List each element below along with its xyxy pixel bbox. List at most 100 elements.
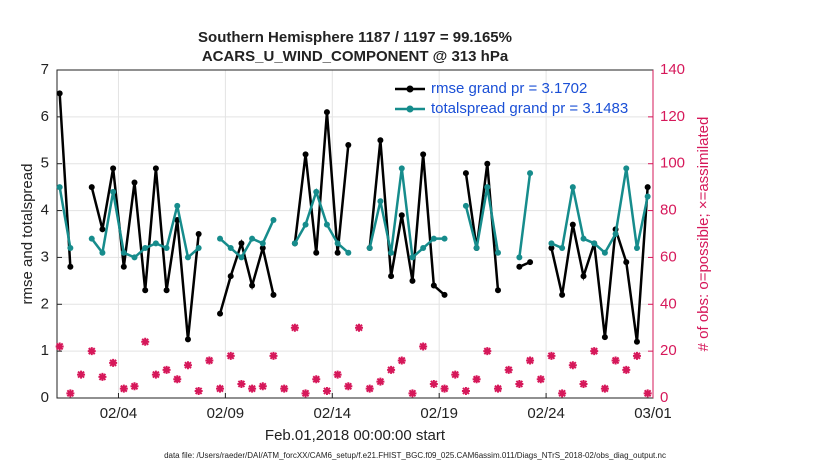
series-marker — [56, 90, 63, 97]
series-marker — [345, 141, 352, 148]
series-marker — [174, 202, 181, 209]
series-marker — [388, 273, 395, 280]
obs-marker — [622, 365, 631, 374]
y2-tick-label: 20 — [660, 342, 677, 359]
obs-marker — [419, 342, 428, 351]
series-marker — [249, 282, 256, 289]
series-marker — [569, 221, 576, 228]
obs-marker — [141, 337, 150, 346]
obs-marker — [600, 384, 609, 393]
series-marker — [484, 160, 491, 167]
y-tick-label: 1 — [41, 342, 49, 359]
series-marker — [249, 235, 256, 242]
y2-tick-label: 40 — [660, 295, 677, 312]
obs-marker — [493, 384, 502, 393]
y2-tick-label: 140 — [660, 61, 685, 78]
obs-marker — [526, 356, 535, 365]
series-marker — [527, 259, 534, 266]
obs-marker — [237, 379, 246, 388]
series-marker — [612, 231, 619, 237]
obs-marker — [87, 347, 96, 356]
legend-marker — [406, 105, 414, 113]
series-marker — [377, 198, 384, 205]
series-marker — [601, 334, 608, 341]
series-marker — [259, 240, 266, 247]
series-marker — [323, 109, 330, 116]
obs-marker — [408, 389, 417, 398]
y2-tick-label: 80 — [660, 202, 677, 219]
obs-marker — [376, 377, 385, 386]
y-tick-label: 0 — [41, 389, 49, 406]
y-tick-label: 3 — [41, 248, 49, 265]
series-marker — [462, 202, 469, 209]
legend-label: totalspread grand pr = 3.1483 — [431, 100, 628, 117]
series-marker — [366, 245, 373, 252]
series-marker — [195, 231, 202, 237]
obs-marker — [643, 389, 652, 398]
chart-subtitle: ACARS_U_WIND_COMPONENT @ 313 hPa — [202, 48, 509, 65]
series-line — [58, 168, 649, 260]
series-marker — [420, 245, 427, 252]
obs-marker — [632, 351, 641, 360]
series-marker — [67, 263, 74, 270]
obs-marker — [205, 356, 214, 365]
series-marker — [484, 184, 491, 191]
series-marker — [56, 184, 63, 191]
obs-marker — [568, 361, 577, 370]
y-tick-label: 4 — [41, 202, 49, 219]
obs-marker — [66, 389, 75, 398]
series-marker — [494, 249, 501, 256]
series-marker — [548, 240, 555, 247]
series-marker — [195, 245, 202, 252]
obs-marker — [194, 386, 203, 395]
series-marker — [559, 245, 566, 252]
obs-marker — [611, 356, 620, 365]
obs-marker — [451, 370, 460, 379]
series-marker — [420, 151, 427, 158]
obs-marker — [162, 365, 171, 374]
y2-tick-label: 100 — [660, 155, 685, 172]
series-marker — [302, 151, 309, 158]
series-marker — [430, 282, 437, 289]
series-marker — [441, 235, 448, 242]
obs-marker — [226, 351, 235, 360]
y2-tick-label: 120 — [660, 108, 685, 125]
legend-label: rmse grand pr = 3.1702 — [431, 80, 587, 97]
series-marker — [398, 212, 405, 219]
obs-marker — [312, 375, 321, 384]
series-marker — [131, 254, 138, 261]
footnote: data file: /Users/raeder/DAI/ATM_forcXX/… — [164, 451, 666, 460]
obs-marker — [504, 365, 513, 374]
series-marker — [67, 245, 74, 252]
series-marker — [623, 165, 630, 172]
series-marker — [142, 287, 149, 294]
series-marker — [120, 263, 127, 270]
y2-tick-label: 0 — [660, 389, 668, 406]
series-marker — [302, 221, 309, 228]
y-tick-label: 7 — [41, 61, 49, 78]
series-marker — [527, 170, 534, 177]
series-marker — [217, 235, 224, 242]
obs-marker — [98, 372, 107, 381]
series-marker — [88, 235, 95, 242]
obs-marker — [365, 384, 374, 393]
series-marker — [334, 249, 341, 256]
series-marker — [580, 235, 587, 242]
series-marker — [313, 249, 320, 256]
series-marker — [591, 240, 598, 247]
series-marker — [227, 245, 234, 252]
series-marker — [494, 287, 501, 294]
obs-marker — [440, 384, 449, 393]
obs-marker — [344, 382, 353, 391]
obs-marker — [183, 361, 192, 370]
series-marker — [163, 287, 170, 294]
obs-marker — [130, 382, 139, 391]
series-marker — [238, 240, 245, 247]
y-tick-label: 6 — [41, 108, 49, 125]
series-marker — [227, 273, 234, 280]
obs-marker — [151, 370, 160, 379]
obs-marker — [472, 375, 481, 384]
legend-marker — [406, 85, 414, 93]
obs-marker — [590, 347, 599, 356]
